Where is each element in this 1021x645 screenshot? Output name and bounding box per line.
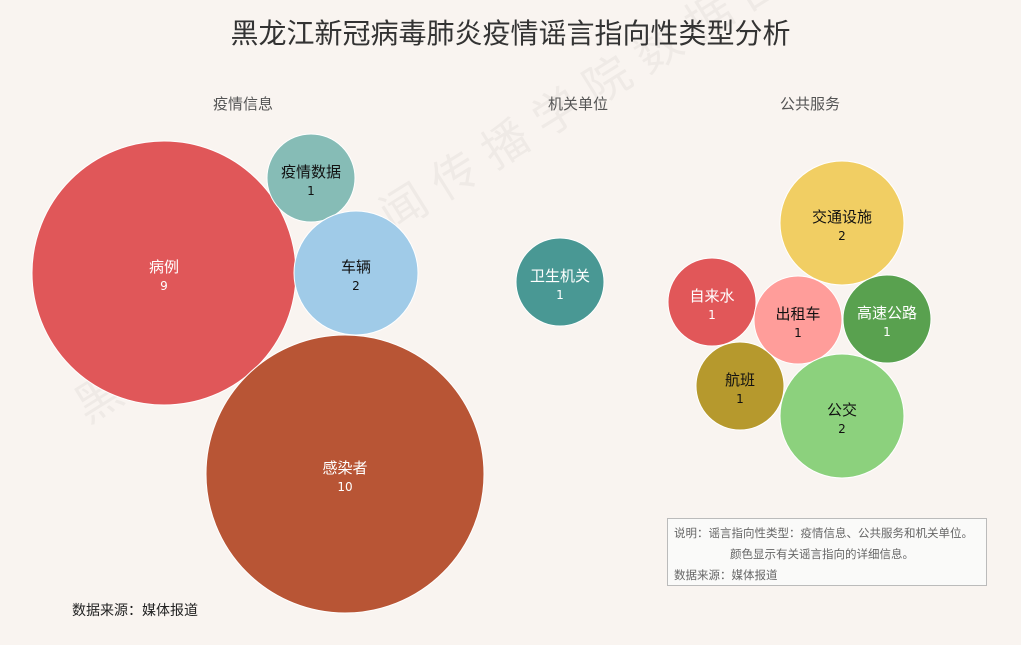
bubble-label: 卫生机关 [530,267,590,285]
bubble-5[interactable]: 交通设施 2 [779,160,905,286]
bubble-value: 2 [352,279,360,293]
note-line: 颜色显示有关谣言指向的详细信息。 [730,547,914,561]
bubble-label: 感染者 [322,459,367,477]
bubble-0[interactable]: 病例 9 [31,140,297,406]
bubble-1[interactable]: 感染者 10 [205,334,485,614]
bubble-value: 1 [307,184,315,198]
bubble-value: 10 [337,480,352,494]
bubble-label: 出租车 [775,305,820,323]
bubble-4[interactable]: 卫生机关 1 [515,237,605,327]
group-label-epidemic-info: 疫情信息 [212,95,274,113]
bubble-value: 2 [838,229,846,243]
bubble-circle[interactable] [695,341,785,431]
bubble-circle[interactable] [515,237,605,327]
note-line: 数据来源：媒体报道 [674,568,778,582]
bubble-circle[interactable] [842,274,932,364]
bubble-9[interactable]: 航班 1 [695,341,785,431]
bubble-value: 1 [556,288,564,302]
bubble-7[interactable]: 出租车 1 [753,275,843,365]
data-source: 数据来源：媒体报道 [72,603,198,619]
bubble-label: 交通设施 [812,208,872,226]
bubble-circle[interactable] [779,160,905,286]
bubble-circle[interactable] [779,353,905,479]
chart-title: 黑龙江新冠病毒肺炎疫情谣言指向性类型分析 [230,17,791,50]
bubble-10[interactable]: 公交 2 [779,353,905,479]
bubble-value: 2 [838,422,846,436]
bubble-value: 1 [708,308,716,322]
bubble-circle[interactable] [266,133,356,223]
bubble-circle[interactable] [205,334,485,614]
bubble-label: 车辆 [341,258,371,276]
bubble-label: 疫情数据 [281,163,341,181]
bubble-2[interactable]: 疫情数据 1 [266,133,356,223]
bubble-value: 1 [794,326,802,340]
group-label-institutions: 机关单位 [547,95,609,113]
bubble-circle[interactable] [667,257,757,347]
bubble-label: 公交 [827,401,857,419]
bubble-label: 航班 [725,371,755,389]
bubble-label: 自来水 [689,287,734,305]
note-box: 说明：谣言指向性类型：疫情信息、公共服务和机关单位。 颜色显示有关谣言指向的详细… [667,518,987,586]
bubble-value: 1 [736,392,744,406]
bubble-label: 病例 [149,258,179,276]
bubble-label: 高速公路 [857,304,917,322]
bubble-value: 1 [883,325,891,339]
bubble-3[interactable]: 车辆 2 [293,210,419,336]
note-line: 说明：谣言指向性类型：疫情信息、公共服务和机关单位。 [674,526,973,540]
group-label-public-services: 公共服务 [779,95,841,113]
bubble-6[interactable]: 自来水 1 [667,257,757,347]
bubble-value: 9 [160,279,168,293]
bubble-circle[interactable] [293,210,419,336]
bubble-8[interactable]: 高速公路 1 [842,274,932,364]
bubble-circle[interactable] [753,275,843,365]
